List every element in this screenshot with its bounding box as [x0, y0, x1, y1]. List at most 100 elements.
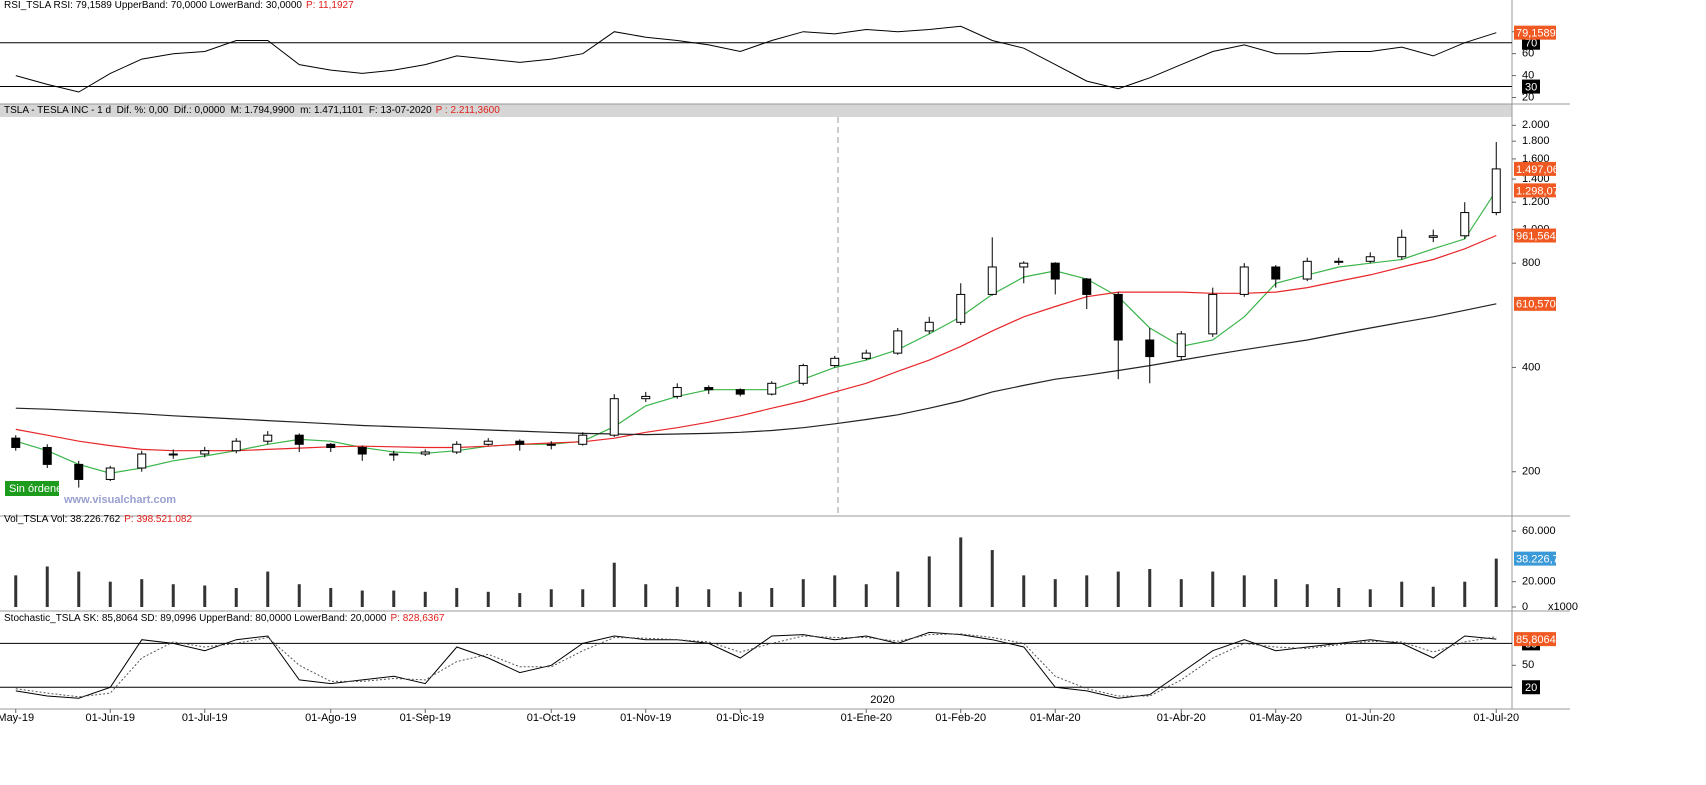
- x-tick-label: 01-Jul-20: [1473, 712, 1519, 724]
- volume-bar: [864, 584, 868, 607]
- x-tick-label: 01-Jun-19: [85, 712, 135, 724]
- x-tick-label: 01-Jul-19: [182, 712, 228, 724]
- candle-body: [609, 398, 619, 436]
- volume-bar: [423, 591, 427, 607]
- candle-body: [578, 434, 588, 445]
- y-tick-label: 40: [1522, 69, 1534, 81]
- volume-bar: [1116, 571, 1120, 607]
- current-value-label-box: [1514, 632, 1556, 647]
- volume-bar: [1494, 558, 1498, 607]
- current-value-label-box: [1514, 25, 1556, 40]
- volume-bar: [108, 581, 112, 607]
- candle-body: [294, 434, 304, 445]
- volume-bar: [234, 588, 238, 607]
- candle-body: [924, 321, 934, 332]
- candle-body: [452, 443, 462, 453]
- watermark: www.visualchart.com: [63, 494, 176, 506]
- candle-body: [641, 395, 651, 400]
- y-tick-label: 2.000: [1522, 119, 1550, 131]
- candle-body: [1334, 260, 1344, 263]
- volume-bar: [171, 584, 175, 607]
- y-tick-label: 1.200: [1522, 196, 1550, 208]
- y-tick-label: 60: [1522, 48, 1534, 60]
- moving-average: [15, 303, 1497, 436]
- volume-bar: [1431, 586, 1435, 607]
- volume-bar: [1053, 579, 1057, 607]
- price-title: TSLA - TESLA INC - 1 d Dif. %: 0,00 Dif.…: [4, 105, 432, 116]
- x-tick-label: 01-Jun-20: [1345, 712, 1395, 724]
- candle-body: [861, 352, 871, 359]
- y-tick-label: 20.000: [1522, 576, 1556, 588]
- y-tick-label: 60.000: [1522, 525, 1556, 537]
- candle-body: [546, 443, 556, 446]
- volume-bar: [266, 571, 270, 607]
- x-tick-label: 01-Abr-20: [1157, 712, 1206, 724]
- price-p: P : 2.211,3600: [435, 105, 500, 116]
- band-label-box: [1522, 79, 1540, 94]
- volume-bar: [1463, 581, 1467, 607]
- volume-bar: [644, 584, 648, 607]
- ma-value-label-box: [1514, 183, 1556, 198]
- current-value-label-box: [1514, 551, 1556, 566]
- stoch-p: P: 828,6367: [390, 613, 445, 624]
- x-tick-label: 01-Oct-19: [527, 712, 576, 724]
- candle-body: [74, 463, 84, 480]
- volume-bar: [1211, 571, 1215, 607]
- volume-bar: [801, 579, 805, 607]
- volume-bar: [1337, 588, 1341, 607]
- volume-bar: [329, 588, 333, 607]
- candle-body: [1460, 212, 1470, 237]
- candle-body: [956, 293, 966, 323]
- y-tick-label: 50: [1522, 659, 1534, 671]
- y-tick-label: 200: [1522, 466, 1540, 478]
- candle-body: [1145, 339, 1155, 358]
- volume-bar: [1022, 575, 1026, 607]
- volume-bar: [486, 591, 490, 607]
- volume-bar: [581, 589, 585, 607]
- volume-bar: [45, 566, 49, 607]
- candle-body: [704, 387, 714, 391]
- y-tick-label: 0: [1522, 601, 1528, 613]
- vol-title: Vol_TSLA Vol: 38.226.762: [4, 514, 121, 525]
- x-tick-label: 01-May-20: [1249, 712, 1302, 724]
- x-tick-label: May-19: [0, 712, 34, 724]
- volume-bar: [297, 584, 301, 607]
- candle-body: [1050, 262, 1060, 280]
- candle-body: [1208, 293, 1218, 335]
- price-header: TSLA - TESLA INC - 1 d Dif. %: 0,00 Dif.…: [4, 105, 500, 117]
- candle-body: [420, 451, 430, 455]
- candle-body: [42, 446, 52, 465]
- x-tick-label: 01-Ene-20: [841, 712, 892, 724]
- volume-bar: [1148, 569, 1152, 607]
- volume-bar: [675, 586, 679, 607]
- volume-bar: [1274, 579, 1278, 607]
- x-tick-label: 01-Feb-20: [935, 712, 986, 724]
- ma-value-label-box: [1514, 296, 1556, 311]
- x-tick-label: 01-Dic-19: [716, 712, 764, 724]
- volume-bar: [1085, 575, 1089, 607]
- candle-body: [263, 434, 273, 442]
- x-tick-label: 01-Nov-19: [620, 712, 671, 724]
- volume-bar: [203, 585, 207, 607]
- ma-value-label: 610,5706: [1516, 299, 1562, 311]
- volume-bar: [77, 571, 81, 607]
- stoch-title: Stochastic_TSLA SK: 85,8064 SD: 89,0996 …: [4, 613, 387, 624]
- candle-body: [200, 450, 210, 455]
- candle-body: [231, 440, 241, 452]
- candle-body: [830, 357, 840, 367]
- rsi-p: P: 11,1927: [306, 0, 354, 11]
- current-value-label: 38.226,76: [1516, 554, 1565, 566]
- volume-bar: [612, 562, 616, 607]
- volume-bar: [896, 571, 900, 607]
- candle-body: [515, 440, 525, 445]
- header-band: [0, 104, 1512, 117]
- candle-body: [483, 440, 493, 445]
- volume-bar: [738, 591, 742, 607]
- band-label: 30: [1525, 81, 1537, 93]
- volume-bar: [14, 575, 18, 607]
- y-tick-label: 20: [1522, 91, 1534, 103]
- volume-bar: [392, 590, 396, 607]
- volume-bar: [518, 593, 522, 607]
